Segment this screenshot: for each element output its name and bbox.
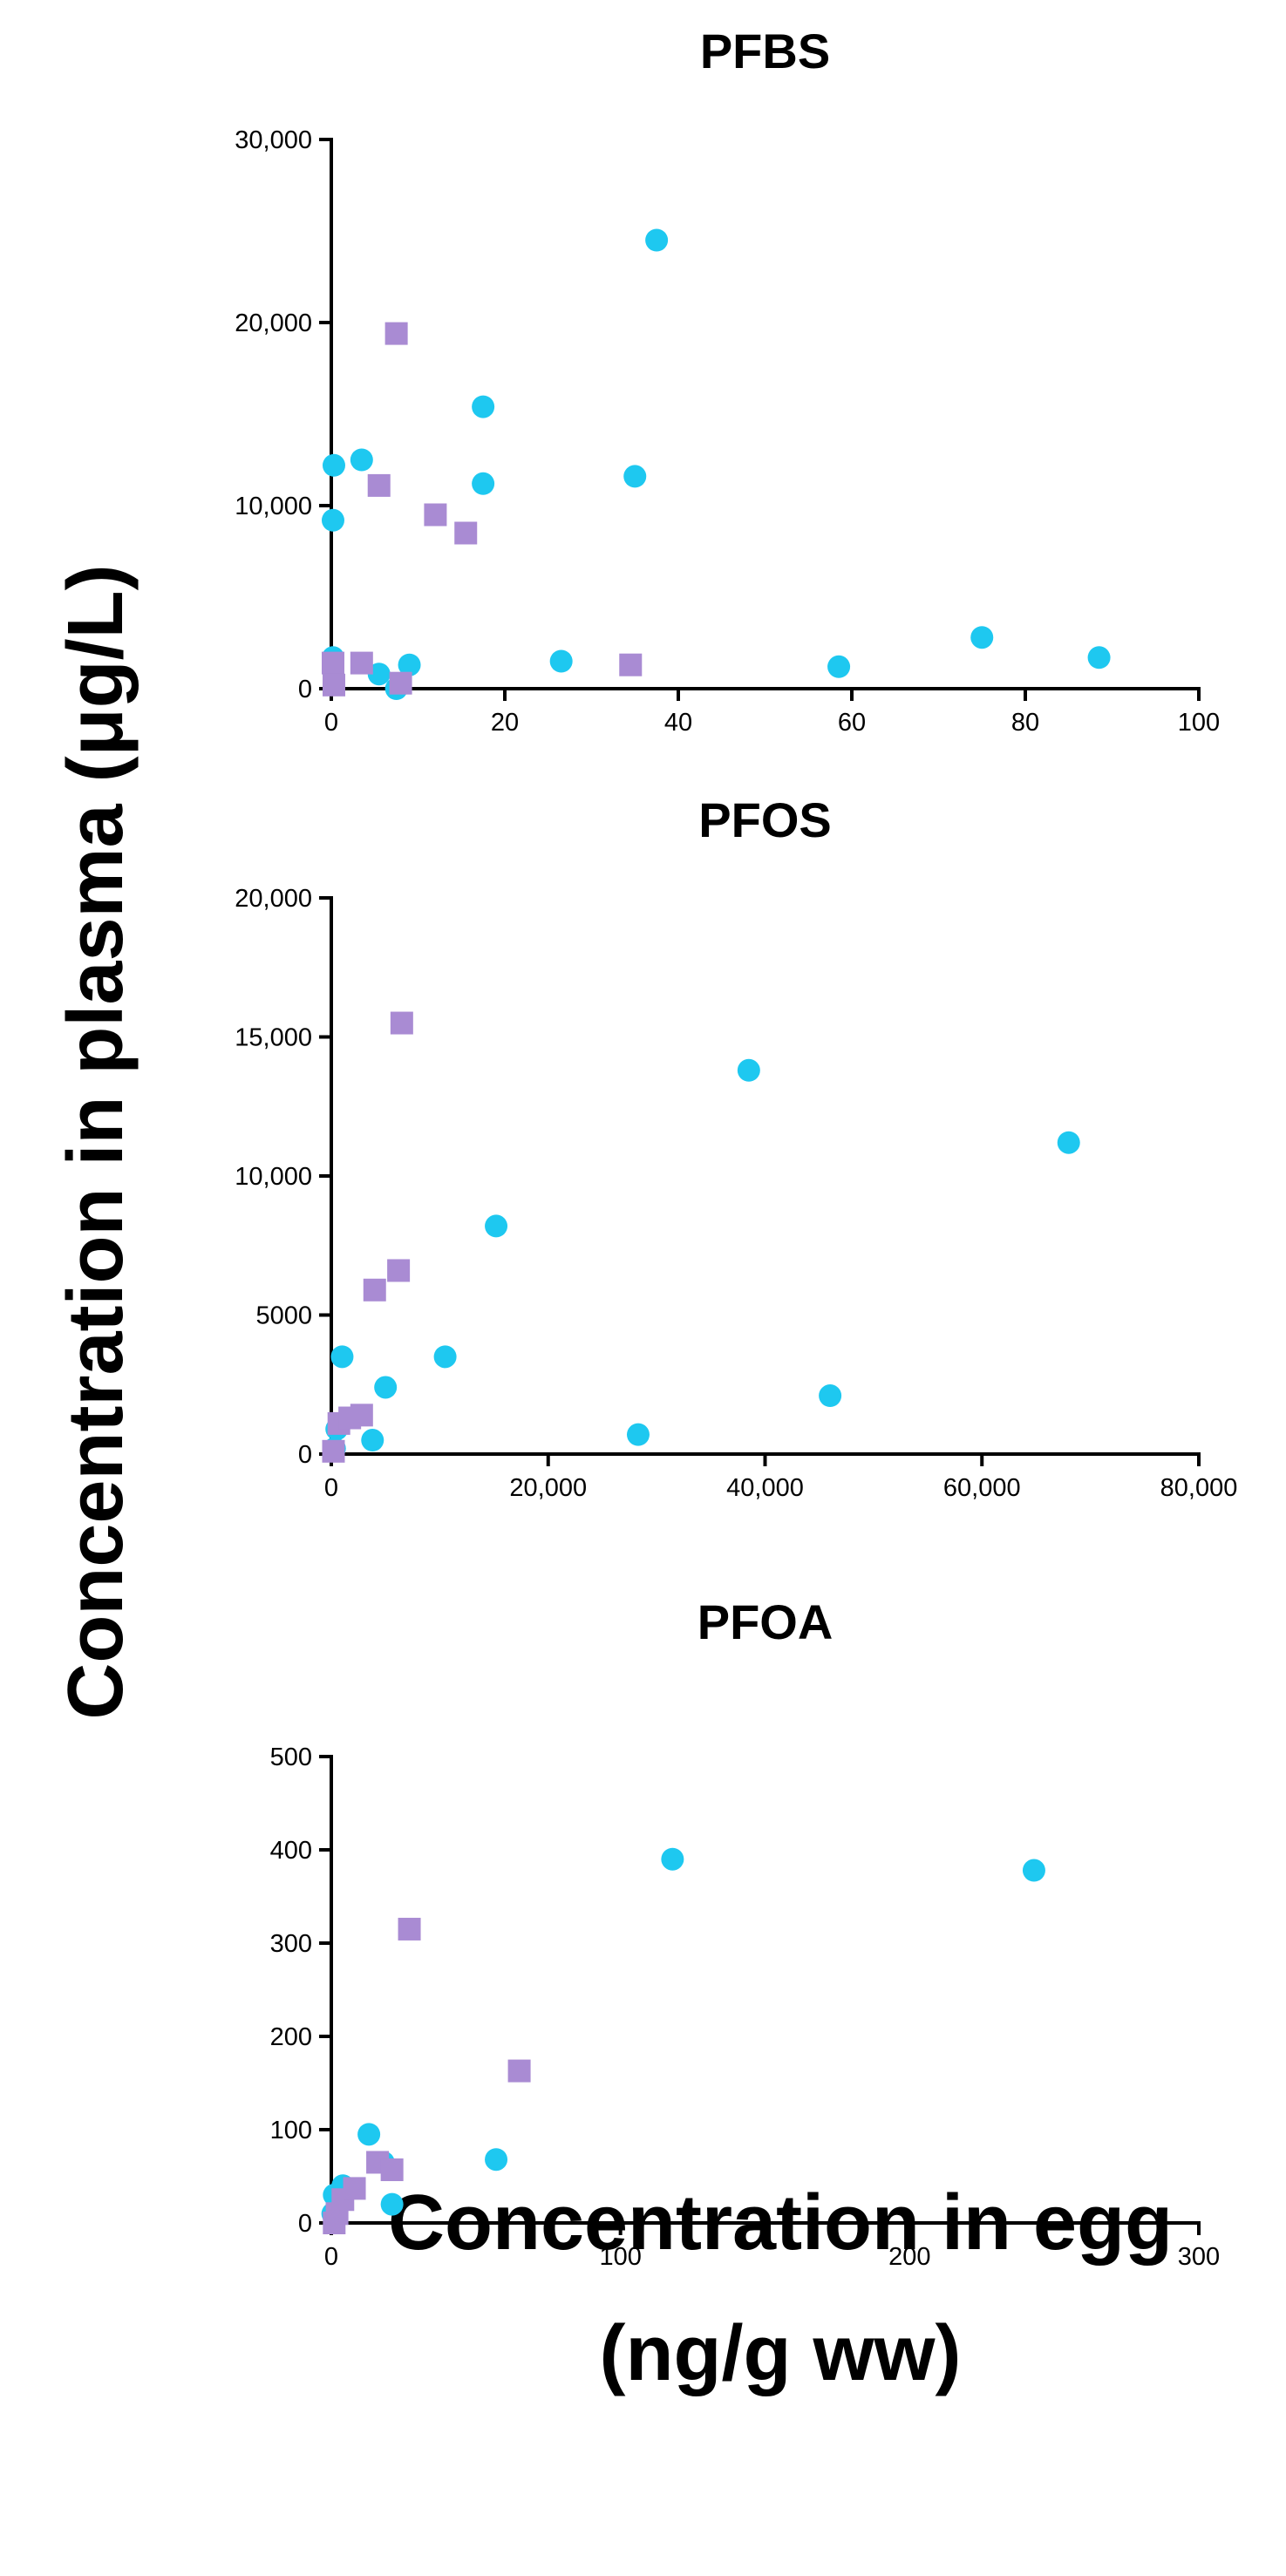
- y-tick-label: 0: [298, 676, 312, 703]
- circle-point: [350, 448, 373, 472]
- y-tick-label: 300: [270, 1930, 312, 1958]
- circle-point: [1022, 1859, 1045, 1882]
- x-tick-label: 0: [324, 709, 338, 737]
- circle-point: [361, 1429, 384, 1452]
- chart-pfbs: PFBS 0 10,000 20,000 30,000 0 20 40 60 80 100: [235, 24, 1220, 737]
- circle-point: [485, 1214, 508, 1238]
- square-point: [350, 1404, 373, 1427]
- square-point: [619, 653, 643, 676]
- x-tick-label: 100: [1178, 709, 1220, 737]
- x-tick-label: 80,000: [1160, 1474, 1238, 1502]
- y-tick-label: 5000: [255, 1302, 312, 1330]
- x-tick-label: 40: [664, 709, 692, 737]
- square-point: [322, 673, 345, 697]
- y-tick-label: 20,000: [235, 885, 312, 913]
- x-tick-label: 100: [599, 2243, 641, 2271]
- square-point: [398, 1917, 421, 1940]
- circle-point: [321, 508, 344, 532]
- square-point: [322, 1439, 345, 1463]
- y-axis-label: Concentration in plasma (μg/L): [52, 564, 139, 1719]
- circle-point: [970, 626, 994, 649]
- square-point: [367, 473, 391, 497]
- x-tick-label: 80: [1011, 709, 1039, 737]
- y-tick-label: 500: [270, 1743, 312, 1771]
- circle-point: [1087, 646, 1111, 669]
- square-point: [363, 1278, 386, 1302]
- square-point: [350, 651, 373, 675]
- circle-point: [398, 653, 421, 676]
- y-tick-label: 30,000: [235, 126, 312, 154]
- y-tick-label: 20,000: [235, 309, 312, 337]
- x-tick-label: 40,000: [726, 1474, 804, 1502]
- circle-point: [819, 1384, 842, 1408]
- y-tick-label: 100: [270, 2117, 312, 2144]
- circle-point: [626, 1423, 650, 1446]
- square-point: [387, 1259, 411, 1282]
- circle-point: [661, 1847, 684, 1871]
- chart-pfoa: PFOA 0 100 200 300 400 500 0 100 200 300: [270, 1594, 1221, 2271]
- plots: PFBS 0 10,000 20,000 30,000 0 20 40 60 80 100 PFOS 0…: [235, 24, 1237, 2271]
- circle-point: [549, 649, 573, 673]
- y-tick-label: 0: [298, 1441, 312, 1469]
- circle-point: [472, 395, 495, 418]
- y-tick-label: 10,000: [235, 1163, 312, 1191]
- square-point: [343, 2177, 366, 2200]
- circle-point: [1057, 1131, 1080, 1154]
- square-point: [424, 503, 447, 527]
- y-tick-label: 400: [270, 1837, 312, 1865]
- chart-pfos: PFOS 0 5000 10,000 15,000 20,000 0 20,000 40,000…: [235, 792, 1237, 1502]
- y-tick-label: 15,000: [235, 1024, 312, 1052]
- chart-title: PFOA: [697, 1594, 834, 1649]
- x-tick-label: 0: [324, 1474, 338, 1502]
- circle-point: [623, 465, 647, 488]
- circle-point: [645, 228, 669, 252]
- circle-point: [367, 663, 391, 686]
- square-point: [389, 671, 412, 695]
- circle-point: [472, 472, 495, 495]
- x-tick-label: 200: [888, 2243, 930, 2271]
- circle-point: [485, 2148, 508, 2172]
- circle-point: [357, 2123, 381, 2146]
- square-point: [454, 521, 478, 545]
- circle-point: [827, 655, 851, 678]
- y-tick-label: 10,000: [235, 493, 312, 520]
- x-tick-label: 60,000: [943, 1474, 1021, 1502]
- chart-title: PFOS: [698, 792, 831, 847]
- square-point: [507, 2059, 531, 2083]
- circle-point: [737, 1058, 760, 1082]
- square-point: [321, 651, 344, 675]
- circle-point: [330, 1345, 354, 1369]
- x-tick-label: 20,000: [509, 1474, 587, 1502]
- square-point: [380, 2158, 404, 2182]
- circle-point: [322, 453, 345, 477]
- x-tick-label: 20: [491, 709, 519, 737]
- y-tick-label: 0: [298, 2210, 312, 2238]
- circle-point: [374, 1376, 398, 1399]
- x-tick-label: 300: [1178, 2243, 1220, 2271]
- circle-point: [433, 1345, 457, 1369]
- y-tick-label: 200: [270, 2023, 312, 2051]
- x-tick-label: 60: [838, 709, 866, 737]
- circle-point: [380, 2192, 404, 2216]
- x-axis-label-line2: (ng/g ww): [600, 2310, 962, 2397]
- x-tick-label: 0: [324, 2243, 338, 2271]
- square-point: [384, 322, 408, 345]
- chart-title: PFBS: [700, 24, 830, 78]
- square-point: [390, 1011, 413, 1035]
